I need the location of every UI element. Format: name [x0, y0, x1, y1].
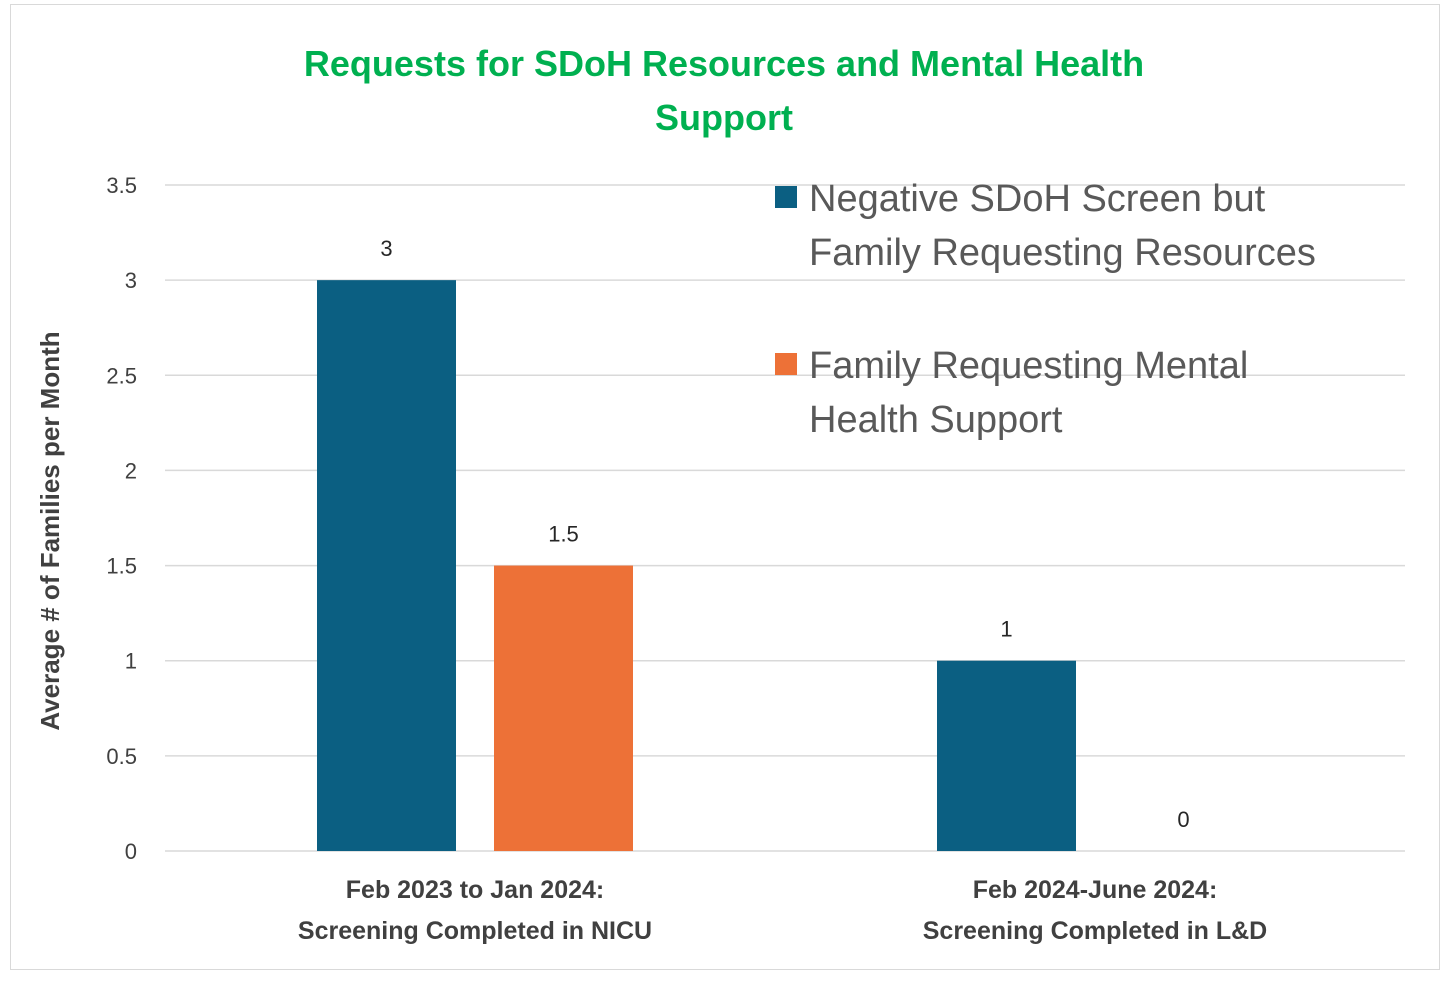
data-label: 0: [1177, 807, 1189, 832]
bar-series-2-cat-1: [494, 565, 633, 851]
data-label: 1: [1000, 617, 1012, 642]
x-category-label: Feb 2024-June 2024:: [973, 876, 1218, 904]
legend-label-series-2-line-2: Health Support: [809, 399, 1063, 441]
y-tick-label: 3: [125, 268, 137, 293]
y-tick-label: 2.5: [106, 363, 137, 388]
x-category-label: Feb 2023 to Jan 2024:: [346, 876, 604, 904]
chart-title-line-1: Requests for SDoH Resources and Mental H…: [304, 43, 1144, 84]
data-label: 1.5: [548, 522, 579, 547]
chart-title-line-2: Support: [655, 97, 793, 138]
data-label: 3: [380, 236, 392, 261]
bar-series-1-cat-1: [317, 280, 456, 852]
x-category-label: Screening Completed in NICU: [298, 917, 652, 945]
x-category-label: Screening Completed in L&D: [923, 917, 1267, 945]
y-tick-label: 1.5: [106, 554, 137, 579]
y-tick-label: 2: [125, 458, 137, 483]
y-tick-label: 1: [125, 649, 137, 674]
legend: Negative SDoH Screen but Family Requesti…: [775, 178, 1316, 441]
y-tick-label: 0: [125, 839, 137, 864]
chart-frame: [10, 4, 1440, 970]
y-tick-label: 3.5: [106, 173, 137, 198]
y-tick-label: 0.5: [106, 744, 137, 769]
legend-swatch-series-1: [775, 186, 797, 208]
legend-label-series-2-line-1: Family Requesting Mental: [809, 345, 1248, 387]
bar-series-1-cat-2: [937, 660, 1076, 851]
legend-swatch-series-2: [775, 353, 797, 375]
legend-label-series-1-line-1: Negative SDoH Screen but: [809, 178, 1266, 220]
legend-label-series-1-line-2: Family Requesting Resources: [809, 232, 1316, 274]
y-axis-label: Average # of Families per Month: [35, 331, 65, 730]
